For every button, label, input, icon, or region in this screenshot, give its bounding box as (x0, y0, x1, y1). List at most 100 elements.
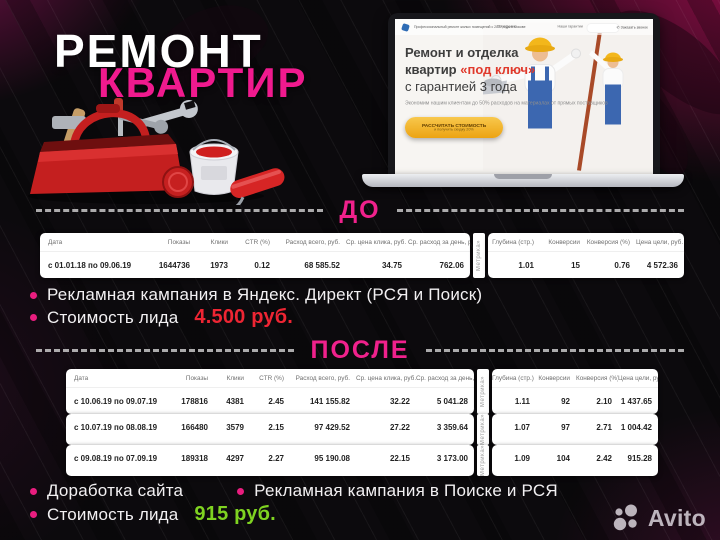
toolbox-illustration (28, 98, 285, 205)
landing-nav-item: Наши гарантии (557, 25, 583, 29)
page-title-line2: КВАРТИР (98, 59, 308, 106)
cell: 2.15 (268, 422, 284, 432)
hero-line1: Ремонт и отделка (405, 45, 519, 60)
section-divider-after: ПОСЛЕ (36, 336, 684, 365)
header-cell: Конверсии (548, 238, 580, 246)
cell: 178816 (181, 396, 208, 406)
landing-page: Профессиональный ремонт жилых помещений … (395, 19, 653, 174)
cell: с 10.06.19 по 09.07.19 (74, 396, 158, 406)
table-row: с 10.07.19 по 08.08.19 166480 3579 2.15 97 4… (66, 414, 474, 440)
table-header-row: Глубина (стр.) Конверсии Конверсия (%) Цена… (488, 233, 684, 252)
cell: 27.22 (389, 422, 410, 432)
table-row: с 01.01.18 по 09.06.19 1644736 1973 0.12 68 … (40, 252, 470, 278)
table-header-row: Дата Показы Клики CTR (%) Расход всего, руб.… (66, 369, 474, 388)
cell: с 01.01.18 по 09.06.19 (48, 260, 132, 270)
dashed-line (36, 349, 295, 352)
stats-table-after-1: Дата Показы Клики CTR (%) Расход всего, руб.… (66, 369, 658, 414)
cell: 95 190.08 (314, 453, 350, 463)
hero-subtext: Экономим нашим клиентам до 50% расходов … (405, 100, 608, 106)
dashed-line (396, 209, 685, 212)
bullet-dot-icon (30, 487, 37, 495)
cell: 4 572.36 (646, 260, 678, 270)
section-label-after: ПОСЛЕ (310, 336, 410, 364)
cell: 2.10 (596, 396, 612, 406)
cell: 2.27 (268, 453, 284, 463)
landing-header: Профессиональный ремонт жилых помещений … (395, 19, 653, 35)
bullet-dot-icon (30, 291, 37, 299)
header-cell: Показы (185, 374, 208, 382)
header-cell: Глубина (стр.) (492, 238, 534, 246)
laptop-base (362, 174, 684, 187)
stats-table-after-2: с 10.07.19 по 08.08.19 166480 3579 2.15 97 4… (66, 414, 658, 446)
toolbox-handle (70, 109, 150, 148)
cell: 4297 (226, 453, 244, 463)
metrica-vertical-label: Метрика» (477, 445, 489, 477)
stats-table-before-right: Глубина (стр.) Конверсии Конверсия (%) Цена… (488, 233, 684, 278)
cell: 97 429.52 (314, 422, 350, 432)
bullet-dot-icon (30, 511, 37, 518)
table-header-row: Дата Показы Клики CTR (%) Расход всего, руб.… (40, 233, 470, 252)
cell: 92 (561, 396, 570, 406)
cell: 2.71 (596, 422, 612, 432)
dashed-line (425, 349, 684, 352)
worker-figure (589, 50, 624, 125)
stats-table-after-right: 1.09 104 2.42 915.28 (492, 445, 658, 477)
header-cell: Клики (226, 374, 244, 382)
cell: 189318 (181, 453, 208, 463)
hero-line2: квартир «под ключ» (405, 61, 536, 77)
cell: 915.28 (627, 453, 652, 463)
cell: 104 (556, 453, 570, 463)
header-cell: Цена цели, руб. (618, 374, 658, 382)
bullet-campaign-before: Рекламная кампания в Яндекс. Директ (РСЯ… (30, 285, 482, 305)
cell: 1644736 (158, 260, 190, 270)
header-cell: Ср. цена клика, руб. (346, 238, 407, 246)
stats-table-before-left: Дата Показы Клики CTR (%) Расход всего, руб.… (40, 233, 470, 278)
bullet-text: Стоимость лида (47, 504, 179, 524)
bullet-text: Стоимость лида (47, 307, 179, 327)
header-cell: Дата (74, 374, 89, 382)
hero-line3: с гарантией 3 года (405, 78, 517, 94)
landing-nav-item: Портфолио (497, 25, 517, 29)
header-cell: Конверсии (538, 374, 570, 382)
cell: 0.76 (614, 260, 630, 270)
cell: 2.42 (596, 453, 612, 463)
stats-table-before: Дата Показы Клики CTR (%) Расход всего, руб.… (40, 233, 684, 278)
table-row: 1.09 104 2.42 915.28 (492, 445, 658, 471)
bullet-lead-cost-after: Стоимость лида 915 руб. (30, 503, 276, 526)
paint-roller-icon (229, 168, 285, 205)
cell: 15 (571, 260, 580, 270)
cell: 166480 (181, 422, 208, 432)
cell: 3 359.64 (436, 422, 468, 432)
metrica-vertical-label: Метрика» (477, 414, 489, 446)
cell: 141 155.82 (309, 396, 350, 406)
section-label-before: ДО (339, 196, 381, 224)
header-cell: Ср. расход за день, руб. (408, 238, 470, 246)
header-cell: CTR (%) (259, 374, 284, 382)
table-header-row: Глубина (стр.) Конверсии Конверсия (%) Цена… (492, 369, 658, 388)
table-row: 1.11 92 2.10 1 437.65 (492, 388, 658, 414)
cell: 3579 (226, 422, 244, 432)
header-cell: Дата (48, 238, 63, 246)
avito-wordmark: Avito (647, 504, 706, 531)
header-cell: Конверсия (%) (586, 238, 630, 246)
bullet-dot-icon (30, 314, 37, 321)
metrica-vertical-label: Метрика» (473, 233, 485, 278)
cell: с 10.07.19 по 08.08.19 (74, 422, 158, 432)
stats-table-after-3: с 09.08.19 по 07.09.19 189318 4297 2.27 95 1… (66, 445, 658, 477)
stats-table-after-left: с 10.07.19 по 08.08.19 166480 3579 2.15 97 4… (66, 414, 474, 446)
landing-cta-button: РАССЧИТАТЬ СТОИМОСТЬ и получить скидку 2… (405, 117, 503, 138)
cell: 34.75 (381, 260, 402, 270)
cell: 32.22 (389, 396, 410, 406)
cell: 1.07 (514, 422, 530, 432)
cta-sublabel: и получить скидку 20% (434, 127, 474, 132)
landing-call-link: ✆ Заказать звонок (616, 25, 648, 30)
header-cell: Ср. цена клика, руб. (356, 374, 416, 382)
cell: 1 437.65 (620, 396, 652, 406)
cell: 1.09 (514, 453, 530, 463)
table-row: 1.07 97 2.71 1 004.42 (492, 414, 658, 440)
header-cell: Глубина (стр.) (492, 374, 534, 382)
bullet-lead-cost-before: Стоимость лида 4.500 руб. (30, 306, 293, 329)
cell: с 09.08.19 по 07.09.19 (74, 453, 158, 463)
landing-tagline: Профессиональный ремонт жилых помещений … (414, 24, 526, 29)
